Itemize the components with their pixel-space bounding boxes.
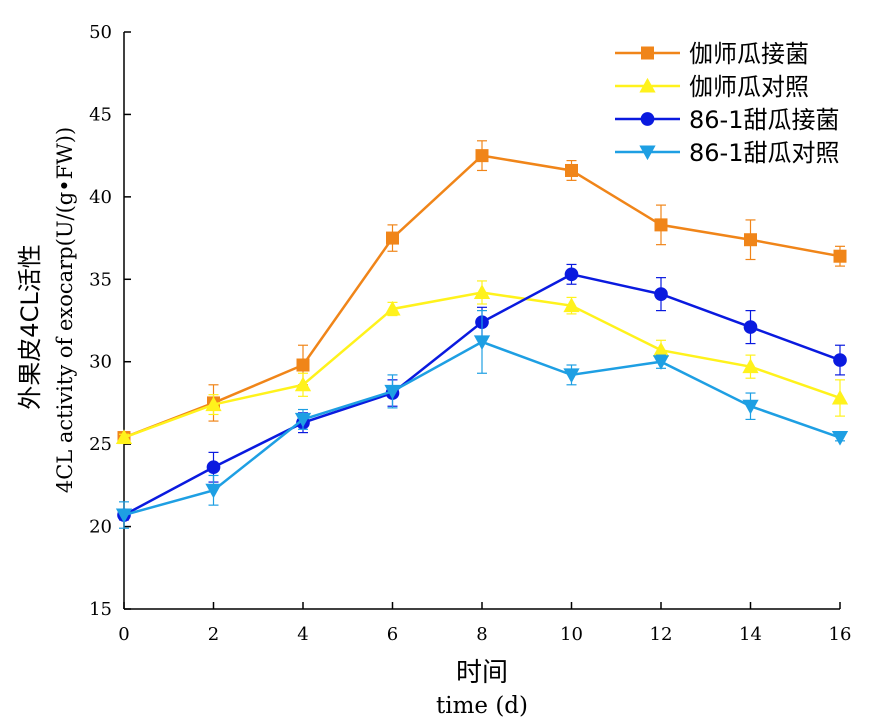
y-axis-title-en: 4CL activity of exocarp(U/(g•FW)) [53,127,77,493]
data-point [384,300,401,316]
legend-label: 86-1甜瓜接菌 [689,106,839,134]
data-point [475,149,489,163]
data-point [206,460,221,475]
legend-marker [639,145,656,161]
legend-marker [640,112,655,126]
legend-marker [641,46,654,60]
data-point [565,163,578,177]
data-point [652,355,670,370]
x-ticks: 0 2 4 6 8 10 12 14 16 [118,602,851,645]
legend-marker [639,77,656,93]
data-point [473,284,491,299]
x-tick-label: 6 [387,624,398,645]
y-ticks: 15 20 25 30 35 40 45 50 [89,22,131,620]
y-tick-label: 20 [89,517,112,538]
legend-item: 伽师瓜接菌 [615,40,809,68]
data-point [833,249,847,263]
x-axis-title-en: time (d) [436,693,528,719]
legend-item: 86-1甜瓜接菌 [615,106,839,134]
data-point [742,399,759,415]
data-point [654,218,668,232]
y-tick-label: 50 [89,22,112,43]
x-axis-title-cn: 时间 [456,658,508,688]
legend-item: 伽师瓜对照 [615,73,809,101]
data-point [115,508,133,524]
series-2 [115,280,849,445]
y-tick-label: 30 [89,352,112,373]
data-point [296,358,310,372]
data-point [742,358,759,374]
x-tick-label: 16 [829,624,852,645]
data-point [294,376,312,392]
data-point [563,368,580,384]
x-tick-label: 10 [560,624,583,645]
data-point [833,353,847,367]
data-point [563,297,580,313]
x-tick-label: 4 [297,624,308,645]
x-tick-label: 14 [739,624,762,645]
legend-label: 伽师瓜接菌 [689,40,809,68]
x-tick-label: 12 [650,624,673,645]
legend-label: 伽师瓜对照 [689,73,809,101]
x-tick-label: 0 [118,624,129,645]
x-tick-label: 2 [208,624,219,645]
data-point [294,412,312,428]
y-tick-label: 45 [89,104,112,125]
legend-item: 86-1甜瓜对照 [615,139,839,167]
legend-label: 86-1甜瓜对照 [689,139,839,167]
data-point [205,483,222,499]
data-point [831,431,849,446]
data-point [386,231,399,245]
data-point [744,233,757,247]
data-point [743,320,758,334]
data-point [384,384,401,400]
y-tick-label: 15 [89,599,112,620]
data-point [115,429,133,445]
data-point [652,342,670,357]
series-layer [115,140,849,529]
series-4 [115,310,849,529]
y-tick-label: 40 [89,187,112,208]
x-tick-label: 8 [476,624,487,645]
data-point [564,267,579,282]
y-axis-title-cn: 外果皮4CL活性 [16,244,44,409]
y-tick-label: 25 [89,434,112,455]
data-point [473,335,491,351]
data-point [205,396,222,412]
data-point [831,389,849,405]
data-point [654,287,668,301]
y-tick-label: 35 [89,269,112,290]
